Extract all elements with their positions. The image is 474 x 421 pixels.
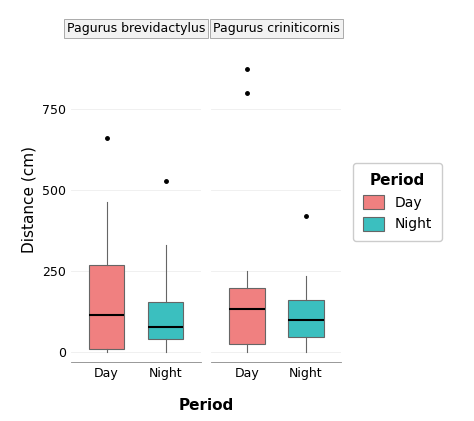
Legend: Day, Night: Day, Night [353, 163, 442, 241]
Bar [229, 288, 264, 344]
Bar [288, 301, 324, 337]
Bar [148, 302, 183, 339]
Bar [89, 266, 124, 349]
Title: Pagurus brevidactylus: Pagurus brevidactylus [67, 22, 205, 35]
Text: Period: Period [179, 397, 234, 413]
Y-axis label: Distance (cm): Distance (cm) [22, 147, 36, 253]
Title: Pagurus criniticornis: Pagurus criniticornis [213, 22, 340, 35]
